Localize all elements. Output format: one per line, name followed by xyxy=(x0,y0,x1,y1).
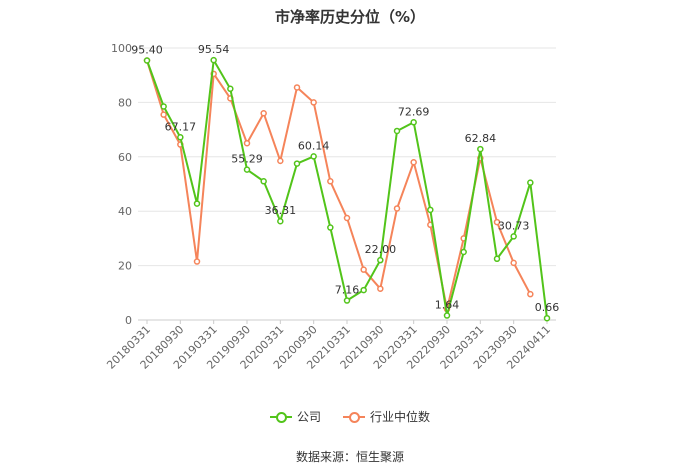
data-label: 55.29 xyxy=(231,153,263,166)
data-point-company xyxy=(493,255,501,263)
data-point-industry xyxy=(293,84,301,91)
legend-item-company[interactable]: 公司 xyxy=(269,408,321,425)
data-label: 30.73 xyxy=(498,219,530,232)
data-label: 1.64 xyxy=(435,299,460,312)
data-point-company xyxy=(143,57,151,64)
legend-swatch-company xyxy=(269,411,292,423)
data-point-company xyxy=(227,85,234,93)
y-tick-label: 80 xyxy=(118,96,132,109)
data-label: 67.17 xyxy=(165,120,197,133)
data-point-industry xyxy=(160,111,167,118)
data-point-industry xyxy=(527,290,534,298)
data-point-company xyxy=(210,56,217,64)
data-point-company xyxy=(243,166,251,173)
series-line-industry xyxy=(146,60,532,310)
data-point-industry xyxy=(343,214,351,222)
y-tick-label: 100 xyxy=(111,42,132,55)
data-point-company xyxy=(477,145,484,153)
data-point-company xyxy=(377,256,384,264)
data-point-company xyxy=(193,200,201,207)
data-point-industry xyxy=(360,266,367,273)
data-point-company xyxy=(343,297,351,304)
data-point-company xyxy=(527,179,534,186)
data-point-company xyxy=(327,224,334,231)
data-source-note: 数据来源：恒生聚源 xyxy=(295,450,404,464)
legend-swatch-industry xyxy=(343,411,365,423)
y-tick-label: 20 xyxy=(118,260,132,273)
data-point-company xyxy=(177,134,184,141)
chart-title: 市净率历史分位（%） xyxy=(274,8,426,26)
data-label: 62.84 xyxy=(465,132,497,145)
data-point-company xyxy=(393,127,401,135)
data-point-company xyxy=(360,286,367,294)
chart-legend: 公司 行业中位数 xyxy=(0,408,700,425)
data-label: 22.00 xyxy=(365,243,397,256)
series-line-company xyxy=(146,56,548,319)
data-point-company xyxy=(460,248,467,256)
data-label: 95.40 xyxy=(131,44,163,57)
legend-label-industry: 行业中位数 xyxy=(370,410,431,424)
data-point-company xyxy=(293,160,301,167)
data-point-industry xyxy=(243,139,251,147)
data-point-industry xyxy=(277,157,284,165)
data-label: 95.54 xyxy=(198,43,230,56)
data-point-company xyxy=(260,178,267,185)
data-label: 36.31 xyxy=(265,204,297,217)
data-point-industry xyxy=(260,110,267,117)
data-point-company xyxy=(510,233,517,240)
data-point-company xyxy=(160,103,167,110)
y-tick-label: 60 xyxy=(118,151,132,164)
data-point-company xyxy=(410,119,417,126)
data-point-industry xyxy=(510,259,517,267)
data-point-industry xyxy=(327,178,334,185)
data-point-industry xyxy=(377,285,384,292)
data-label: 72.69 xyxy=(398,105,430,118)
data-label: 60.14 xyxy=(298,139,330,152)
data-label: 0.66 xyxy=(535,301,560,314)
data-point-industry xyxy=(310,99,317,106)
data-point-industry xyxy=(493,218,501,226)
y-tick-label: 0 xyxy=(125,314,132,327)
data-point-industry xyxy=(193,258,201,265)
data-point-company xyxy=(310,153,317,160)
data-point-industry xyxy=(393,205,401,212)
legend-label-company: 公司 xyxy=(296,410,321,424)
y-tick-label: 40 xyxy=(118,205,132,218)
data-point-company xyxy=(543,314,551,322)
data-label: 7.16 xyxy=(335,284,360,297)
data-point-industry xyxy=(410,158,417,166)
data-point-company xyxy=(443,312,451,319)
data-point-company xyxy=(277,217,284,225)
data-point-company xyxy=(427,206,434,214)
legend-item-industry[interactable]: 行业中位数 xyxy=(343,408,430,425)
